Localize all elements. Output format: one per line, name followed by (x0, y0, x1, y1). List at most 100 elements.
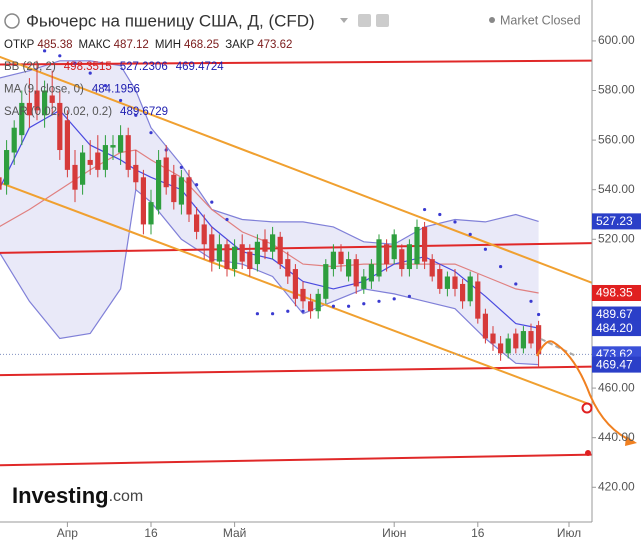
logo: Investing.com (12, 483, 143, 508)
candle-body (490, 333, 496, 344)
candle-body (437, 269, 443, 289)
candle-body (178, 177, 184, 205)
sar-dot (453, 220, 457, 224)
sar-dot (73, 61, 77, 65)
legend-value: 469.4724 (176, 61, 225, 73)
candle-body (361, 276, 367, 289)
candle-body (72, 164, 78, 190)
sar-dot (103, 83, 107, 88)
candle-body (4, 150, 10, 185)
candle-body (209, 234, 215, 262)
ohlc-value: 468.25 (184, 39, 219, 51)
candle-body (323, 264, 329, 299)
candle-body (536, 325, 542, 355)
settings-icon[interactable] (376, 14, 389, 27)
candle-body (467, 276, 473, 302)
trendline (0, 242, 592, 254)
sar-dot (347, 304, 351, 308)
candle-body (300, 288, 306, 302)
line-handle (585, 450, 591, 456)
candle-body (186, 177, 192, 215)
x-tick-label: Апр (57, 526, 79, 540)
candle-body (133, 164, 139, 183)
candle-body (11, 127, 17, 153)
price-tag-label: 527.23 (596, 214, 633, 228)
candle-body (429, 259, 435, 277)
price-tag-label: 469.47 (596, 357, 633, 371)
candle-body (156, 159, 162, 210)
status-dot (489, 17, 495, 23)
candle-body (163, 157, 169, 188)
sar-dot (119, 98, 123, 103)
candle-body (0, 177, 2, 190)
sar-dot (58, 54, 62, 58)
dropdown-icon[interactable] (340, 18, 348, 23)
candle-body (254, 241, 260, 265)
x-tick-label: 16 (144, 526, 158, 540)
forecast-arrowhead (625, 436, 637, 446)
candle-body (49, 95, 55, 103)
sar-dot (392, 297, 396, 301)
sar-dot (407, 294, 411, 298)
candle-body (498, 343, 504, 354)
ohlc-header: ОТКР 485.38 МАКС 487.12 МИН 468.25 ЗАКР 473.62 (4, 39, 292, 51)
candle-body (391, 234, 397, 260)
price-tag (592, 306, 641, 323)
candle-body (353, 259, 359, 287)
candle-body (270, 234, 276, 252)
plot-area (0, 49, 592, 467)
ohlc-label: МИН (155, 39, 181, 51)
candle-body (414, 226, 420, 265)
legend-entry: MA (9, close, 0) 484.1956 (4, 84, 140, 96)
sar-dot (331, 304, 335, 308)
candle-body (232, 246, 238, 270)
ohlc-value: 473.62 (257, 39, 292, 51)
forecast-dash (540, 338, 577, 357)
candle-body (422, 226, 428, 262)
sar-dot (179, 165, 183, 169)
candle-body (148, 202, 154, 225)
sar-dot (499, 264, 503, 269)
price-tag-label: 484.20 (596, 321, 633, 335)
sar-dot (483, 247, 487, 251)
y-tick-label: 520.00 (598, 231, 635, 245)
price-tag (592, 213, 641, 230)
y-tick-label: 540.00 (598, 182, 635, 196)
sar-dot (195, 183, 199, 187)
target-marker (581, 402, 593, 414)
eye-icon[interactable] (358, 14, 371, 27)
price-tag (592, 356, 641, 373)
candle-body (399, 249, 405, 270)
y-tick-label: 560.00 (598, 132, 635, 146)
bb-fill (0, 60, 539, 365)
candle-body (452, 276, 458, 289)
ohlc-label: ЗАКР (225, 39, 254, 51)
sar-dot (225, 217, 229, 222)
x-tick-label: Июн (382, 526, 406, 540)
legend-label: SAR (0.02, 0.02, 0.2) (4, 106, 112, 118)
sar-dot (377, 299, 381, 303)
sar-dot (514, 282, 518, 286)
candle-body (64, 120, 70, 170)
sar-dot (468, 232, 472, 236)
bb-upper (0, 60, 539, 245)
sar-dot (210, 200, 214, 204)
candle-body (247, 251, 253, 270)
candle-body (239, 244, 245, 262)
candle-body (34, 90, 40, 111)
forecast-sketch (536, 338, 637, 456)
candle-body (42, 90, 48, 116)
legend-value: 498.3515 (64, 61, 112, 73)
candle-body (277, 236, 283, 265)
chart-title: Фьючерс на пшеницу США, Д, (CFD) (26, 11, 315, 30)
trendline (0, 453, 592, 467)
y-tick-label: 600.00 (598, 33, 635, 47)
candle-body (338, 251, 344, 265)
trendline (0, 59, 592, 66)
sar-dot (529, 299, 533, 303)
sar-dot (88, 71, 92, 75)
legend-entry: BB (20, 2) 498.3515 527.2306 469.4724 (4, 61, 224, 73)
legend: BB (20, 2) 498.3515 527.2306 469.4724 MA (9,… (4, 61, 224, 118)
candle-body (520, 331, 526, 349)
